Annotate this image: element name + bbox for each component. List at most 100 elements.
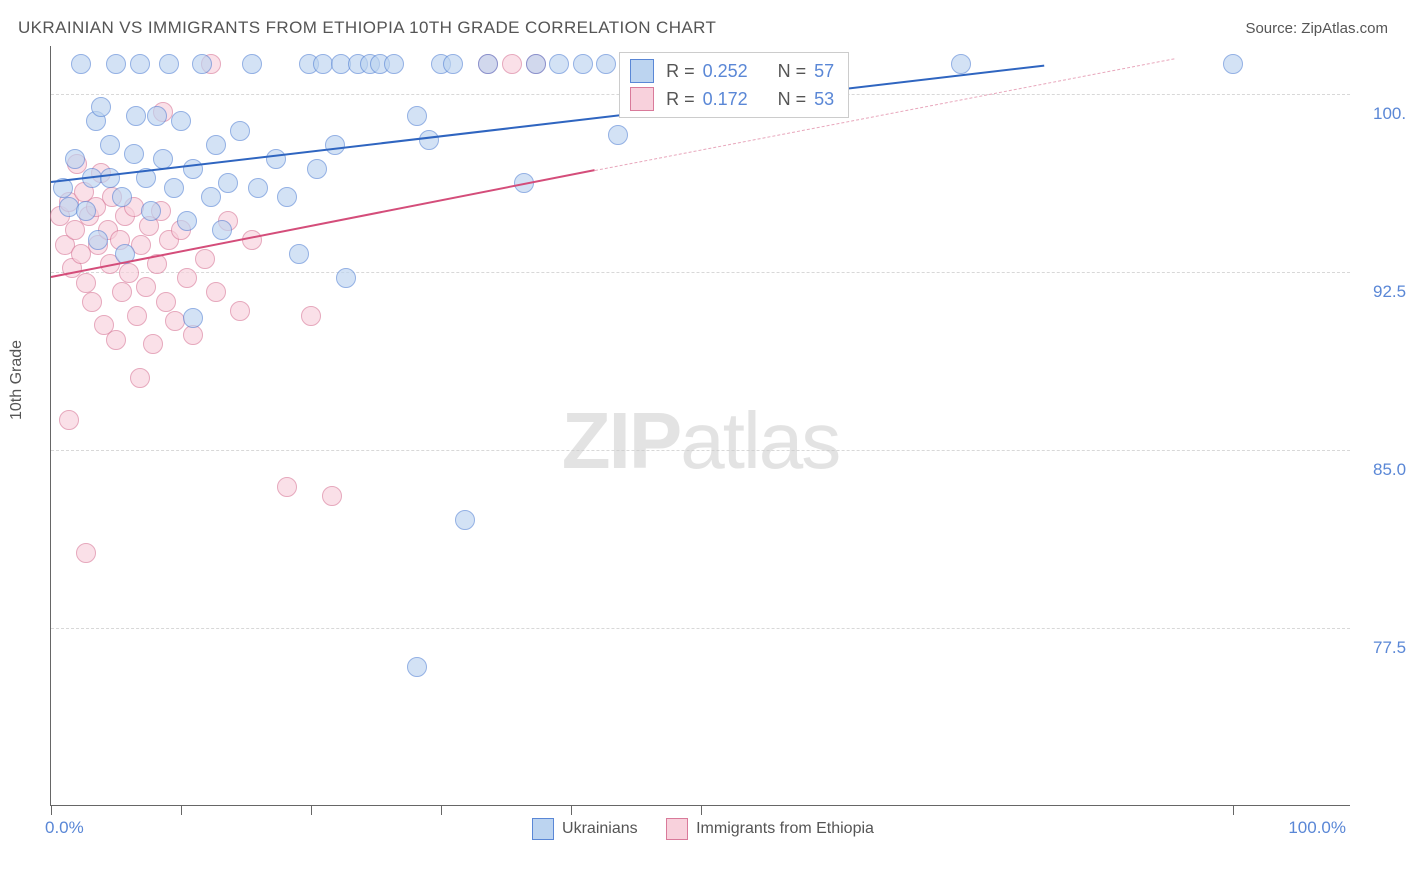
data-point-pink <box>59 410 79 430</box>
legend-label-blue: Ukrainians <box>562 820 638 838</box>
x-tick <box>181 805 182 815</box>
data-point-blue <box>526 54 546 74</box>
y-tick-label: 100.0% <box>1355 104 1406 124</box>
data-point-blue <box>91 97 111 117</box>
data-point-blue <box>596 54 616 74</box>
data-point-blue <box>177 211 197 231</box>
data-point-pink <box>206 282 226 302</box>
data-point-blue <box>242 54 262 74</box>
data-point-pink <box>76 273 96 293</box>
data-point-blue <box>183 308 203 328</box>
data-point-blue <box>124 144 144 164</box>
stat-row-blue: R = 0.252 N = 57 <box>630 57 838 85</box>
x-tick <box>701 805 702 815</box>
data-point-blue <box>159 54 179 74</box>
data-point-pink <box>136 277 156 297</box>
r-label-pink: R = <box>666 89 695 110</box>
data-point-blue <box>336 268 356 288</box>
data-point-blue <box>277 187 297 207</box>
data-point-blue <box>407 657 427 677</box>
data-point-pink <box>322 486 342 506</box>
data-point-blue <box>218 173 238 193</box>
data-point-blue <box>608 125 628 145</box>
gridline <box>51 628 1350 629</box>
data-point-blue <box>206 135 226 155</box>
data-point-blue <box>407 106 427 126</box>
swatch-pink <box>666 818 688 840</box>
data-point-blue <box>951 54 971 74</box>
data-point-pink <box>127 306 147 326</box>
data-point-blue <box>478 54 498 74</box>
data-point-blue <box>549 54 569 74</box>
stat-row-pink: R = 0.172 N = 53 <box>630 85 838 113</box>
data-point-blue <box>248 178 268 198</box>
x-tick <box>51 805 52 815</box>
data-point-pink <box>82 292 102 312</box>
data-point-pink <box>277 477 297 497</box>
gridline <box>51 272 1350 273</box>
data-point-blue <box>141 201 161 221</box>
y-tick-label: 77.5% <box>1355 638 1406 658</box>
chart-title: UKRAINIAN VS IMMIGRANTS FROM ETHIOPIA 10… <box>18 18 716 38</box>
data-point-blue <box>112 187 132 207</box>
r-label-blue: R = <box>666 61 695 82</box>
n-label-blue: N = <box>778 61 807 82</box>
watermark: ZIPatlas <box>562 395 839 487</box>
y-axis-label: 10th Grade <box>8 340 26 420</box>
bottom-legend: Ukrainians Immigrants from Ethiopia <box>0 818 1406 845</box>
n-value-pink: 53 <box>814 89 834 110</box>
data-point-pink <box>177 268 197 288</box>
r-value-pink: 0.172 <box>703 89 748 110</box>
data-point-pink <box>76 543 96 563</box>
y-tick-label: 85.0% <box>1355 460 1406 480</box>
data-point-blue <box>100 168 120 188</box>
data-point-blue <box>65 149 85 169</box>
data-point-pink <box>301 306 321 326</box>
data-point-blue <box>76 201 96 221</box>
data-point-blue <box>455 510 475 530</box>
watermark-bold: ZIP <box>562 396 680 485</box>
swatch-blue <box>630 59 654 83</box>
data-point-pink <box>106 330 126 350</box>
data-point-blue <box>1223 54 1243 74</box>
data-point-blue <box>192 54 212 74</box>
data-point-blue <box>130 54 150 74</box>
stat-legend: R = 0.252 N = 57 R = 0.172 N = 53 <box>619 52 849 118</box>
x-tick <box>1233 805 1234 815</box>
data-point-blue <box>100 135 120 155</box>
data-point-blue <box>307 159 327 179</box>
data-point-blue <box>230 121 250 141</box>
plot-area: ZIPatlas R = 0.252 N = 57 R = 0.172 N = … <box>50 46 1350 806</box>
data-point-pink <box>119 263 139 283</box>
watermark-rest: atlas <box>680 396 839 485</box>
data-point-blue <box>212 220 232 240</box>
data-point-blue <box>325 135 345 155</box>
data-point-pink <box>156 292 176 312</box>
data-point-blue <box>266 149 286 169</box>
x-tick <box>311 805 312 815</box>
data-point-blue <box>147 106 167 126</box>
data-point-blue <box>183 159 203 179</box>
n-label-pink: N = <box>778 89 807 110</box>
legend-item-blue: Ukrainians <box>532 818 638 840</box>
x-tick <box>441 805 442 815</box>
n-value-blue: 57 <box>814 61 834 82</box>
trend-line-pink <box>51 170 595 279</box>
data-point-blue <box>289 244 309 264</box>
data-point-pink <box>165 311 185 331</box>
data-point-blue <box>126 106 146 126</box>
data-point-blue <box>443 54 463 74</box>
swatch-blue <box>532 818 554 840</box>
data-point-blue <box>171 111 191 131</box>
data-point-pink <box>230 301 250 321</box>
legend-label-pink: Immigrants from Ethiopia <box>696 820 874 838</box>
data-point-blue <box>106 54 126 74</box>
data-point-pink <box>71 244 91 264</box>
swatch-pink <box>630 87 654 111</box>
data-point-pink <box>502 54 522 74</box>
gridline <box>51 450 1350 451</box>
x-tick <box>571 805 572 815</box>
data-point-blue <box>164 178 184 198</box>
source-label: Source: ZipAtlas.com <box>1245 20 1388 37</box>
data-point-blue <box>201 187 221 207</box>
